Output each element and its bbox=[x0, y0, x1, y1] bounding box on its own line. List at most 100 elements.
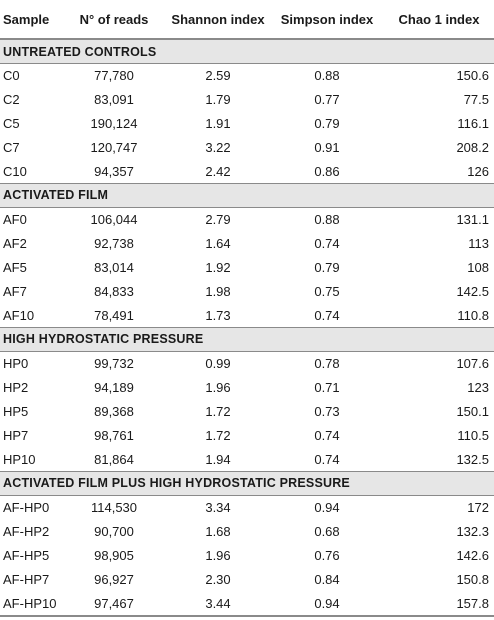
table-row: AF0 106,044 2.79 0.88 131.1 bbox=[0, 207, 494, 231]
sample-cell: AF2 bbox=[3, 236, 27, 252]
section-header-row: UNTREATED CONTROLS bbox=[0, 39, 494, 64]
reads-cell: 83,014 bbox=[94, 259, 134, 275]
header-row: Sample N° of reads Shannon index Simpson… bbox=[0, 0, 494, 40]
sample-cell: C2 bbox=[3, 92, 20, 108]
simpson-cell: 0.77 bbox=[314, 92, 340, 108]
header-sample: Sample bbox=[0, 0, 62, 40]
table-row: AF-HP2 90,700 1.68 0.68 132.3 bbox=[0, 520, 494, 544]
simpson-cell: 0.88 bbox=[314, 68, 340, 84]
shannon-cell: 3.34 bbox=[205, 500, 231, 516]
sample-cell: HP0 bbox=[3, 356, 29, 372]
simpson-cell: 0.94 bbox=[314, 500, 340, 516]
shannon-cell: 3.44 bbox=[166, 591, 270, 617]
header-shannon: Shannon index bbox=[166, 0, 270, 40]
table-row: C2 83,091 1.79 0.77 77.5 bbox=[0, 88, 494, 112]
reads-cell: 81,864 bbox=[94, 451, 134, 467]
header-reads: N° of reads bbox=[62, 0, 166, 40]
table-row: C7 120,747 3.22 0.91 208.2 bbox=[0, 135, 494, 159]
section-title: ACTIVATED FILM bbox=[0, 182, 494, 208]
reads-cell: 90,700 bbox=[94, 524, 134, 540]
shannon-cell: 1.73 bbox=[205, 307, 231, 323]
sample-cell: AF-HP0 bbox=[3, 500, 50, 516]
sample-cell: AF-HP10 bbox=[0, 591, 62, 617]
sample-cell: HP10 bbox=[3, 451, 36, 467]
simpson-cell: 0.84 bbox=[314, 571, 340, 587]
shannon-cell: 1.91 bbox=[205, 115, 231, 131]
shannon-cell: 2.79 bbox=[205, 212, 231, 228]
chao-cell: 150.6 bbox=[456, 68, 489, 84]
shannon-cell: 1.96 bbox=[205, 547, 231, 563]
simpson-cell: 0.94 bbox=[270, 591, 384, 617]
chao-cell: 150.8 bbox=[456, 571, 489, 587]
shannon-cell: 1.92 bbox=[205, 259, 231, 275]
chao-cell: 131.1 bbox=[456, 212, 489, 228]
sample-cell: AF-HP2 bbox=[3, 524, 50, 540]
shannon-cell: 1.72 bbox=[205, 427, 231, 443]
table-row: AF-HP7 96,927 2.30 0.84 150.8 bbox=[0, 567, 494, 591]
shannon-cell: 2.30 bbox=[205, 571, 231, 587]
table-body: UNTREATED CONTROLS C0 77,780 2.59 0.88 150.6 C… bbox=[0, 39, 494, 617]
reads-cell: 106,044 bbox=[90, 212, 138, 228]
table-row: HP2 94,189 1.96 0.71 123 bbox=[0, 376, 494, 400]
reads-cell: 89,368 bbox=[94, 403, 134, 419]
section-header-row: ACTIVATED FILM bbox=[0, 182, 494, 208]
table-row: AF2 92,738 1.64 0.74 113 bbox=[0, 232, 494, 256]
simpson-cell: 0.74 bbox=[314, 451, 340, 467]
reads-cell: 83,091 bbox=[94, 92, 134, 108]
reads-cell: 190,124 bbox=[90, 115, 138, 131]
chao-cell: 113 bbox=[468, 236, 489, 252]
shannon-cell: 1.94 bbox=[205, 451, 231, 467]
chao-cell: 142.5 bbox=[456, 283, 489, 299]
sample-cell: AF-HP5 bbox=[3, 547, 50, 563]
table-row: C10 94,357 2.42 0.86 126 bbox=[0, 159, 494, 183]
simpson-cell: 0.74 bbox=[314, 236, 340, 252]
simpson-cell: 0.76 bbox=[314, 547, 340, 563]
simpson-cell: 0.86 bbox=[314, 163, 340, 179]
reads-cell: 84,833 bbox=[94, 283, 134, 299]
table-row: AF-HP0 114,530 3.34 0.94 172 bbox=[0, 495, 494, 519]
table-row: HP5 89,368 1.72 0.73 150.1 bbox=[0, 400, 494, 424]
chao-cell: 157.8 bbox=[384, 591, 494, 617]
sample-cell: C0 bbox=[3, 68, 20, 84]
sample-cell: AF0 bbox=[3, 212, 27, 228]
simpson-cell: 0.75 bbox=[314, 283, 340, 299]
table-row: C0 77,780 2.59 0.88 150.6 bbox=[0, 64, 494, 88]
shannon-cell: 1.64 bbox=[205, 236, 231, 252]
chao-cell: 107.6 bbox=[456, 356, 489, 372]
reads-cell: 94,357 bbox=[94, 163, 134, 179]
shannon-cell: 1.72 bbox=[205, 403, 231, 419]
section-header-row: HIGH HYDROSTATIC PRESSURE bbox=[0, 326, 494, 352]
section-title: ACTIVATED FILM PLUS HIGH HYDROSTATIC PRE… bbox=[0, 470, 494, 496]
reads-cell: 97,467 bbox=[62, 591, 166, 617]
simpson-cell: 0.74 bbox=[314, 307, 340, 323]
chao-cell: 150.1 bbox=[456, 403, 489, 419]
section-header-row: ACTIVATED FILM PLUS HIGH HYDROSTATIC PRE… bbox=[0, 470, 494, 496]
reads-cell: 77,780 bbox=[94, 68, 134, 84]
shannon-cell: 2.42 bbox=[205, 163, 231, 179]
chao-cell: 142.6 bbox=[456, 547, 489, 563]
simpson-cell: 0.74 bbox=[314, 427, 340, 443]
sample-cell: HP5 bbox=[3, 403, 29, 419]
header-simpson: Simpson index bbox=[270, 0, 384, 40]
chao-cell: 108 bbox=[467, 259, 489, 275]
table-row: C5 190,124 1.91 0.79 116.1 bbox=[0, 112, 494, 136]
simpson-cell: 0.79 bbox=[314, 115, 340, 131]
reads-cell: 98,905 bbox=[94, 547, 134, 563]
sample-cell: C10 bbox=[3, 163, 27, 179]
simpson-cell: 0.71 bbox=[314, 380, 340, 396]
sample-cell: AF10 bbox=[3, 307, 35, 323]
chao-cell: 110.8 bbox=[457, 307, 489, 323]
reads-cell: 96,927 bbox=[94, 571, 134, 587]
table-row: AF5 83,014 1.92 0.79 108 bbox=[0, 256, 494, 280]
chao-cell: 123 bbox=[467, 380, 489, 396]
chao-cell: 208.2 bbox=[456, 139, 489, 155]
simpson-cell: 0.79 bbox=[314, 259, 340, 275]
shannon-cell: 1.98 bbox=[205, 283, 231, 299]
header-chao: Chao 1 index bbox=[384, 0, 494, 40]
shannon-cell: 3.22 bbox=[205, 139, 231, 155]
chao-cell: 132.5 bbox=[456, 451, 489, 467]
chao-cell: 132.3 bbox=[456, 524, 489, 540]
table-row: AF-HP5 98,905 1.96 0.76 142.6 bbox=[0, 544, 494, 568]
sample-cell: HP2 bbox=[3, 380, 29, 396]
